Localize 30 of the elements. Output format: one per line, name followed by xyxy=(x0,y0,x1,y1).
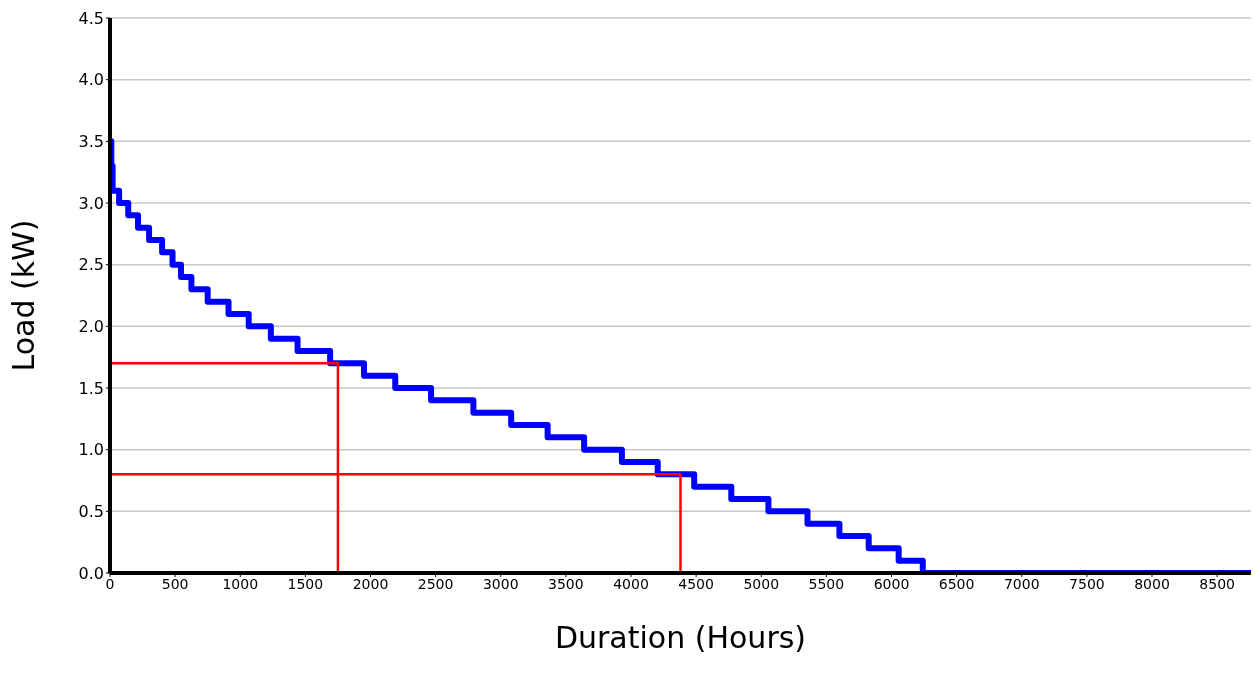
y-tick-label: 1.0 xyxy=(78,440,104,460)
x-tick-label: 500 xyxy=(161,575,189,592)
y-tick-label: 3.5 xyxy=(78,132,104,152)
x-tick-label: 5000 xyxy=(743,575,780,592)
x-tick-label: 6000 xyxy=(873,575,910,592)
x-tick-label: 5500 xyxy=(808,575,845,592)
y-tick-label: 2.0 xyxy=(78,317,104,337)
y-tick-label: 1.5 xyxy=(78,378,104,398)
y-tick-label: 4.5 xyxy=(78,8,104,28)
x-tick-label: 0 xyxy=(105,575,115,592)
x-tick-label: 7000 xyxy=(1003,575,1040,592)
x-tick-label: 1500 xyxy=(287,575,324,592)
y-tick-label: 2.5 xyxy=(78,255,104,275)
x-tick-label: 4000 xyxy=(613,575,649,592)
x-tick-label: 8500 xyxy=(1199,575,1235,592)
x-tick-label: 2000 xyxy=(352,575,389,592)
x-tick-label: 2500 xyxy=(417,575,454,592)
x-tick-label: 4500 xyxy=(678,575,714,592)
x-tick-label: 1000 xyxy=(222,575,259,592)
x-tick-label: 6500 xyxy=(938,575,975,592)
y-axis-title: Load (kW) xyxy=(5,219,41,372)
x-tick-label: 8000 xyxy=(1134,575,1170,592)
y-tick-label: 0.5 xyxy=(78,502,104,522)
x-tick-label: 7500 xyxy=(1069,575,1105,592)
x-tick-label: 3500 xyxy=(548,575,584,592)
y-tick-label: 0.0 xyxy=(78,563,104,583)
x-tick-label: 3000 xyxy=(482,575,519,592)
x-axis-title: Duration (Hours) xyxy=(554,620,807,655)
y-tick-label: 3.0 xyxy=(78,193,104,213)
y-tick-label: 4.0 xyxy=(78,70,104,90)
